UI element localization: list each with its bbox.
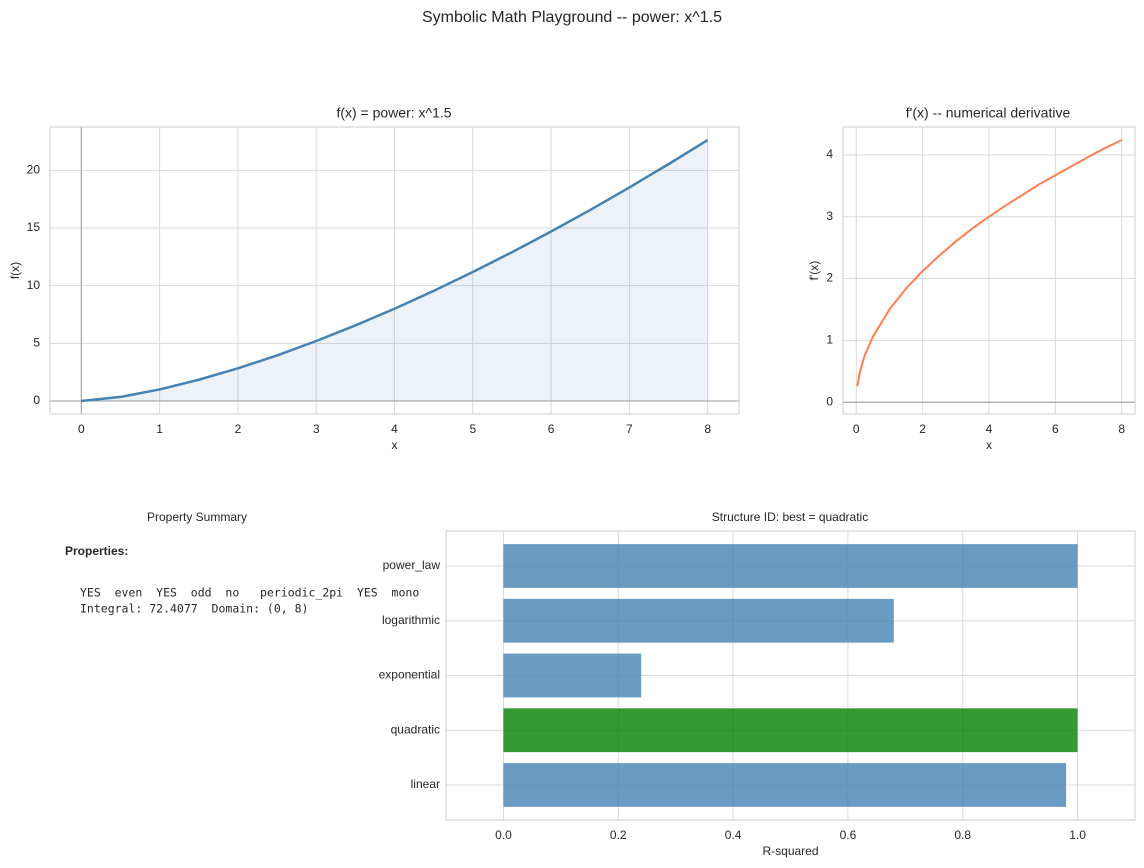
panel-heading: Properties: [65, 544, 128, 558]
axes-frame [49, 126, 740, 415]
y-axis-label: f(x) [8, 262, 22, 279]
x-axis-label: x [986, 438, 992, 452]
x-tick-label: 8 [704, 422, 711, 436]
y-tick-label: 4 [826, 147, 833, 161]
y-tick-label: 3 [826, 209, 833, 223]
x-tick-label: 6 [548, 422, 555, 436]
y-tick-label: exponential [379, 668, 440, 682]
x-tick-label: 2 [235, 422, 242, 436]
x-tick-label: 7 [626, 422, 633, 436]
y-axis-label: f'(x) [807, 261, 821, 281]
x-tick-label: 4 [986, 422, 993, 436]
y-tick-label: linear [411, 777, 440, 791]
x-tick-label: 0.0 [495, 828, 512, 842]
axes-title: f(x) = power: x^1.5 [336, 105, 451, 121]
bar [503, 653, 642, 698]
x-axis-label: x [392, 438, 398, 452]
y-tick-label: 20 [27, 163, 41, 177]
line [856, 139, 1123, 387]
line [81, 138, 709, 403]
x-tick-label: 3 [313, 422, 320, 436]
axes-title: Structure ID: best = quadratic [712, 510, 868, 524]
x-tick-label: 0 [853, 422, 860, 436]
axes-frame [445, 530, 1136, 821]
x-tick-label: 0.4 [725, 828, 742, 842]
area [81, 140, 708, 401]
y-tick-label: 1 [826, 333, 833, 347]
panel-title: Property Summary [147, 510, 247, 524]
x-tick-label: 1 [156, 422, 163, 436]
y-tick-label: 5 [33, 335, 40, 349]
x-tick-label: 8 [1118, 422, 1125, 436]
panel-line: Integral: 72.4077 Domain: (0, 8) [80, 602, 308, 616]
x-tick-label: 4 [391, 422, 398, 436]
x-tick-label: 1.0 [1069, 828, 1086, 842]
x-tick-label: 0.8 [954, 828, 971, 842]
bar [503, 544, 1078, 588]
x-tick-label: 0 [78, 422, 85, 436]
x-tick-label: 0.6 [840, 828, 857, 842]
y-tick-label: 0 [33, 393, 40, 407]
y-tick-label: quadratic [391, 722, 440, 736]
y-tick-label: 10 [27, 278, 41, 292]
axes-title: f'(x) -- numerical derivative [906, 105, 1071, 121]
x-tick-label: 0.2 [610, 828, 627, 842]
figure-title: Symbolic Math Playground -- power: x^1.5 [422, 9, 722, 26]
y-tick-label: 2 [826, 271, 833, 285]
x-tick-label: 6 [1052, 422, 1059, 436]
y-tick-label: 15 [27, 220, 41, 234]
y-tick-label: power_law [383, 558, 441, 572]
y-tick-label: 0 [826, 394, 833, 408]
x-axis-label: R-squared [762, 844, 818, 858]
panel-line: YES even YES odd no periodic_2pi YES mon… [80, 586, 419, 600]
bar [503, 763, 1067, 807]
x-tick-label: 5 [469, 422, 476, 436]
bar [503, 708, 1078, 753]
y-tick-label: logarithmic [382, 613, 440, 627]
bar [503, 598, 894, 643]
x-tick-label: 2 [919, 422, 926, 436]
axes-frame [842, 126, 1136, 415]
